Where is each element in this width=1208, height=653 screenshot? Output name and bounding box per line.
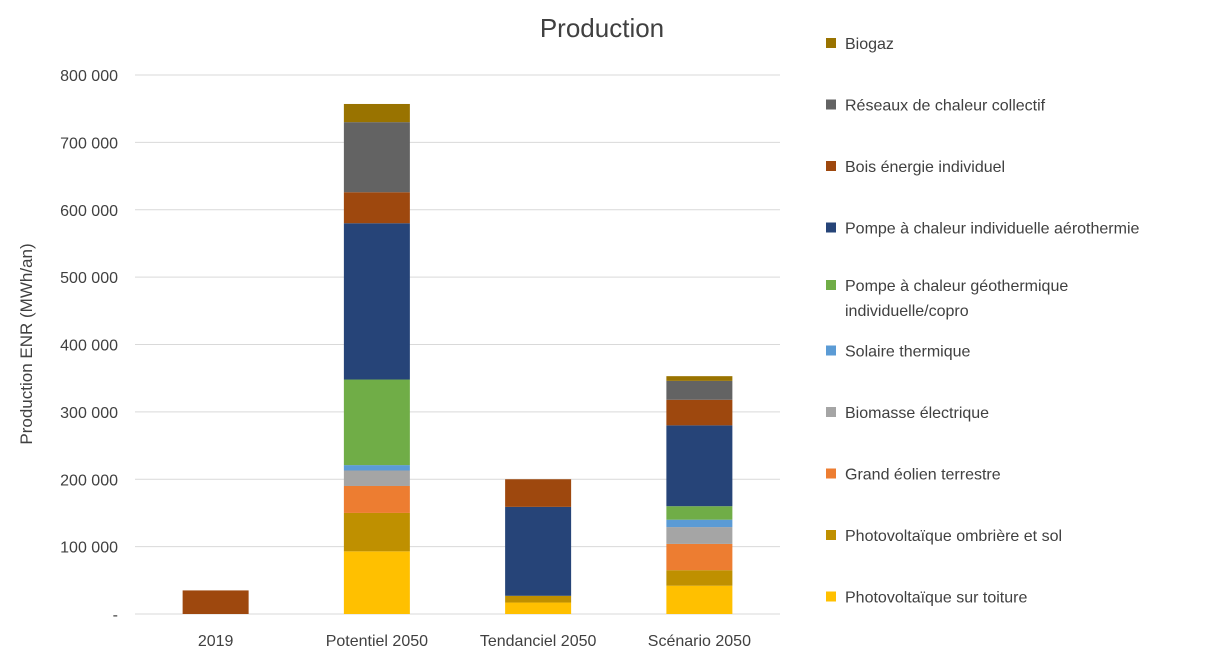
legend-label: Pompe à chaleur individuelle aérothermie [845, 221, 1139, 238]
bar-segment [666, 425, 733, 507]
legend-swatch [826, 161, 836, 171]
y-tick-label: 500 000 [60, 270, 118, 287]
legend-label: Bois énergie individuel [845, 159, 1005, 176]
bar-segment [343, 470, 410, 486]
bar-segment [666, 376, 733, 381]
y-tick-label: 600 000 [60, 203, 118, 220]
legend-label: Photovoltaïque ombrière et sol [845, 528, 1062, 545]
bar-segment [505, 506, 572, 596]
legend-swatch [826, 591, 836, 602]
legend-swatch [826, 345, 836, 356]
y-tick-label: - [113, 607, 118, 624]
y-tick-label: 300 000 [60, 405, 118, 422]
bar-segment [343, 465, 410, 471]
legend-swatch [826, 280, 836, 290]
legend-swatch [826, 407, 836, 417]
legend-label: Solaire thermique [845, 344, 971, 361]
bar-segment [343, 223, 410, 380]
legend-label: Photovoltaïque sur toiture [845, 590, 1027, 607]
y-axis-label: Production ENR (MWh/an) [17, 243, 36, 444]
y-tick-label: 200 000 [60, 472, 118, 489]
bar-segment [666, 399, 733, 426]
bar-segment [666, 506, 733, 520]
y-axis-ticks: - 100 000 200 000 300 000 400 000 500 000 600 … [60, 68, 118, 624]
bar-segment [343, 379, 410, 466]
legend-label: Biomasse électrique [845, 405, 989, 422]
y-tick-label: 800 000 [60, 68, 118, 85]
bar-segment [343, 192, 410, 224]
x-tick-label: Potentiel 2050 [326, 633, 428, 648]
bar-segment [666, 527, 733, 544]
chart-title: Production [540, 13, 664, 43]
legend-label: Réseaux de chaleur collectif [845, 98, 1046, 115]
bar-segment [343, 103, 410, 123]
bar-segment [343, 485, 410, 513]
x-axis-ticks: 2019 Potentiel 2050 Tendanciel 2050 Scénari… [198, 633, 751, 650]
legend: Biogaz Réseaux de chaleur collectif Bois é… [826, 36, 1139, 607]
bar-segment [505, 479, 572, 507]
y-tick-label: 400 000 [60, 338, 118, 355]
legend-swatch [826, 99, 836, 110]
bar-segment [343, 122, 410, 193]
bars [182, 103, 733, 614]
legend-swatch [826, 530, 836, 540]
y-tick-label: 100 000 [60, 540, 118, 557]
bar-segment [343, 512, 410, 552]
y-tick-label: 700 000 [60, 135, 118, 152]
legend-label: Grand éolien terrestre [845, 467, 1001, 484]
bar-segment [505, 595, 572, 603]
bar-segment [505, 602, 572, 614]
bar-segment [666, 570, 733, 586]
bar-segment [343, 551, 410, 614]
legend-swatch [826, 222, 836, 233]
x-tick-label: 2019 [198, 633, 234, 648]
x-tick-label: Scénario 2050 [648, 633, 751, 648]
legend-label: Pompe à chaleur géothermique [845, 278, 1068, 295]
bar-segment [666, 380, 733, 400]
bar-segment [182, 590, 249, 614]
bar-segment [666, 519, 733, 528]
legend-label: Biogaz [845, 36, 894, 53]
bar-segment [666, 585, 733, 614]
legend-label: individuelle/copro [845, 303, 969, 320]
bar-segment [666, 543, 733, 571]
legend-swatch [826, 38, 836, 48]
x-tick-label: Tendanciel 2050 [480, 633, 597, 648]
legend-swatch [826, 468, 836, 479]
gridlines [135, 74, 780, 615]
